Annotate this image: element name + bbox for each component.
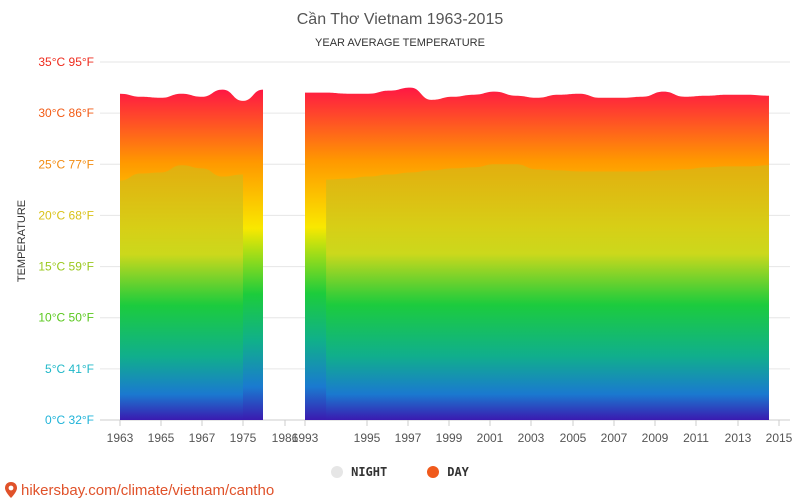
x-tick-label: 1965: [148, 431, 175, 445]
legend-day-label: DAY: [447, 465, 469, 479]
x-tick-label: 2015: [766, 431, 793, 445]
legend-night-label: NIGHT: [351, 465, 388, 479]
y-axis: 0°C 32°F 5°C 41°F 10°C 50°F 15°C 59°F 20°C 6…: [38, 55, 94, 427]
y-tick-label: 35°C 95°F: [38, 55, 94, 69]
x-tick-label: 1967: [189, 431, 216, 445]
x-tick-label: 1993: [292, 431, 319, 445]
y-tick-label: 10°C 50°F: [38, 311, 94, 325]
x-tick-label: 2007: [601, 431, 628, 445]
y-tick-label: 0°C 32°F: [45, 413, 94, 427]
x-tick-label: 2009: [642, 431, 669, 445]
map-pin-icon: [5, 482, 17, 498]
x-tick-label: 2005: [560, 431, 587, 445]
x-tick-label: 1963: [107, 431, 134, 445]
y-tick-label: 15°C 59°F: [38, 260, 94, 274]
legend-night-swatch: [331, 466, 344, 478]
source-url: hikersbay.com/climate/vietnam/cantho: [21, 481, 275, 499]
x-tick-label: 1997: [395, 431, 422, 445]
x-tick-label: 1999: [436, 431, 463, 445]
y-axis-title: TEMPERATURE: [16, 200, 28, 282]
y-tick-label: 20°C 68°F: [38, 208, 94, 222]
x-tick-label: 2003: [518, 431, 545, 445]
x-tick-label: 2011: [683, 431, 709, 445]
legend-day-swatch: [427, 466, 440, 478]
x-tick-label: 2013: [725, 431, 752, 445]
x-tick-label: 1986: [272, 431, 299, 445]
legend-item-day[interactable]: DAY: [427, 465, 469, 479]
y-tick-label: 30°C 86°F: [38, 106, 94, 120]
legend: NIGHT DAY: [0, 460, 800, 484]
chart-title: Cần Thơ Vietnam 1963-2015: [297, 11, 504, 28]
y-tick-label: 5°C 41°F: [45, 362, 94, 376]
legend-item-night[interactable]: NIGHT: [331, 465, 387, 479]
x-tick-label: 1975: [230, 431, 257, 445]
plot-area: [120, 87, 769, 421]
chart-subtitle: YEAR AVERAGE TEMPERATURE: [315, 37, 485, 49]
source-link[interactable]: hikersbay.com/climate/vietnam/cantho: [4, 480, 274, 500]
x-tick-label: 2001: [477, 431, 504, 445]
night-area[interactable]: [120, 165, 243, 420]
y-tick-label: 25°C 77°F: [38, 157, 94, 171]
night-area[interactable]: [326, 164, 769, 420]
x-tick-label: 1995: [354, 431, 381, 445]
